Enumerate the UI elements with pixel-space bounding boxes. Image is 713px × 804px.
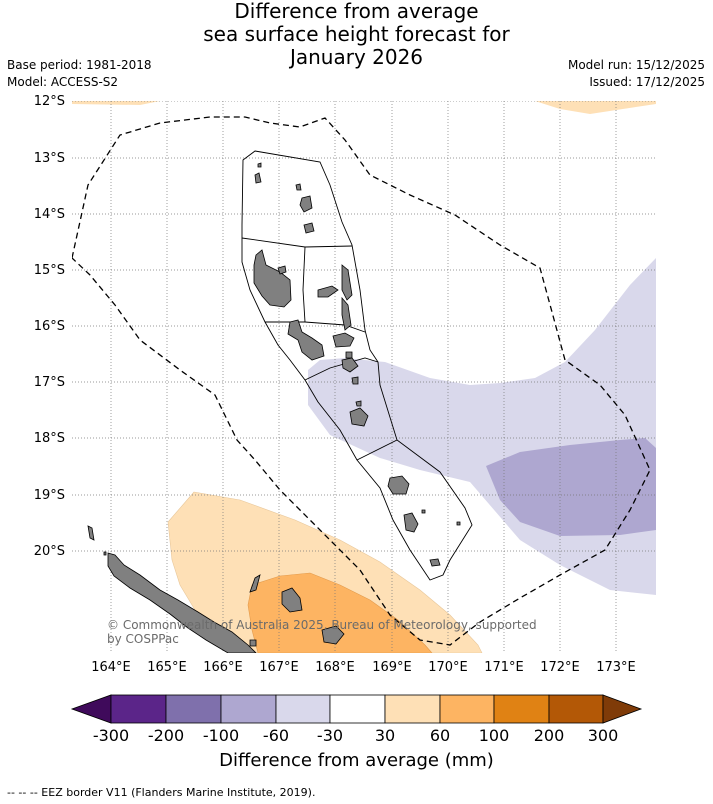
anomaly-area-light-orange-south [167,491,483,653]
lon-label-170e: 170°E [428,660,468,675]
island-isle-of-pines [249,639,257,647]
colorbar-bin-1 [110,694,167,724]
island-efate [349,407,369,427]
colorbar-tick: 60 [429,726,451,745]
eez-footnote: -- -- -- EEZ border V11 (Flanders Marine… [7,786,316,799]
title-line-1: Difference from average [234,0,479,23]
colorbar-tick: 300 [587,726,619,745]
island-epi [341,357,359,373]
copyright-line-1: © Commonwealth of Australia 2025, Bureau… [107,618,537,632]
lon-label-168e: 168°E [315,660,355,675]
lon-label-167e: 167°E [259,660,299,675]
model-run: Model run: 15/12/2025 [567,58,705,72]
base-period: Base period: 1981-2018 [7,58,152,72]
colorbar [70,694,643,724]
colorbar-bin-9 [548,694,604,724]
colorbar-extend-high [602,694,643,724]
island-aniwa [421,509,426,514]
island-ambrym [332,332,355,348]
island-loyalty-ouvea [249,574,261,593]
colorbar-bin-6 [384,694,441,724]
issued-date: Issued: 17/12/2025 [589,75,705,89]
island-shepherds [351,376,359,385]
island-aneityum [429,558,441,567]
island-espiritu-santo [253,249,292,308]
colorbar-label: Difference from average (mm) [219,750,494,771]
lat-label-12s: 12°S [33,94,65,109]
lon-label-164e: 164°E [91,660,131,675]
model-name: Model: ACCESS-S2 [7,75,119,89]
model-info: Base period: 1981-2018 Model: ACCESS-S2 [7,57,152,91]
colorbar-tick: 30 [374,726,396,745]
anomaly-area-medium-purple [486,438,656,536]
colorbar-bin-4 [275,694,331,724]
map-title: Difference from average sea surface heig… [0,0,713,69]
colorbar-bin-5 [329,694,386,724]
colorbar-tick: 200 [533,726,565,745]
island-paama [345,351,353,359]
colorbar-tick: -60 [262,726,290,745]
island-small-nc [103,551,107,556]
colorbar-tick: 100 [478,726,510,745]
lon-label-165e: 165°E [147,660,187,675]
lat-label-19s: 19°S [33,488,65,503]
lat-label-16s: 16°S [33,319,65,334]
island-belep [87,525,95,541]
island-malekula [287,319,325,361]
island-gaua [303,222,315,234]
colorbar-bin-7 [439,694,495,724]
island-torres [254,172,262,184]
island-tanna [403,512,419,533]
colorbar-tick: -200 [147,726,185,745]
lon-label-171e: 171°E [484,660,524,675]
lon-label-172e: 172°E [540,660,580,675]
title-line-3: January 2026 [289,45,424,69]
island-futuna [456,521,461,526]
island-pentecost [341,296,352,331]
colorbar-bin-2 [165,694,222,724]
lat-label-15s: 15°S [33,263,65,278]
copyright-line-2: by COSPPac [107,632,179,646]
lon-label-166e: 166°E [203,660,243,675]
lat-label-18s: 18°S [33,431,65,446]
island-loyalty-lifou [281,587,303,613]
colorbar-tick: -30 [316,726,344,745]
island-erromango [387,475,410,495]
colorbar-tick: -300 [92,726,130,745]
title-line-2: sea surface height forecast for [203,22,510,46]
province-boundaries [241,150,473,581]
island-loyalty-mare [321,625,345,645]
eez-border [72,116,651,646]
lat-label-20s: 20°S [33,544,65,559]
colorbar-tick: -100 [202,726,240,745]
colorbar-bin-3 [220,694,277,724]
lat-label-17s: 17°S [33,375,65,390]
lat-label-14s: 14°S [33,207,65,222]
anomaly-area-light-orange-north-east [535,101,656,114]
run-info: Model run: 15/12/2025 Issued: 17/12/2025 [568,57,705,91]
colorbar-bin-8 [493,694,550,724]
island-vanua-lava [299,195,313,213]
island-emae [355,400,362,407]
island-ambae [317,285,339,298]
map-plot-area: © Commonwealth of Australia 2025, Bureau… [72,101,656,653]
island-maewo [341,264,353,301]
lon-label-173e: 173°E [596,660,636,675]
islands [87,162,461,653]
island-malo [277,265,287,275]
lon-label-169e: 169°E [372,660,412,675]
anomaly-area-light-orange-north-west [72,101,160,105]
island-ureparapara [295,183,302,191]
island-banks-small [257,162,262,168]
island-new-caledonia [107,552,257,653]
colorbar-extend-low [70,694,112,724]
lat-label-13s: 13°S [33,151,65,166]
